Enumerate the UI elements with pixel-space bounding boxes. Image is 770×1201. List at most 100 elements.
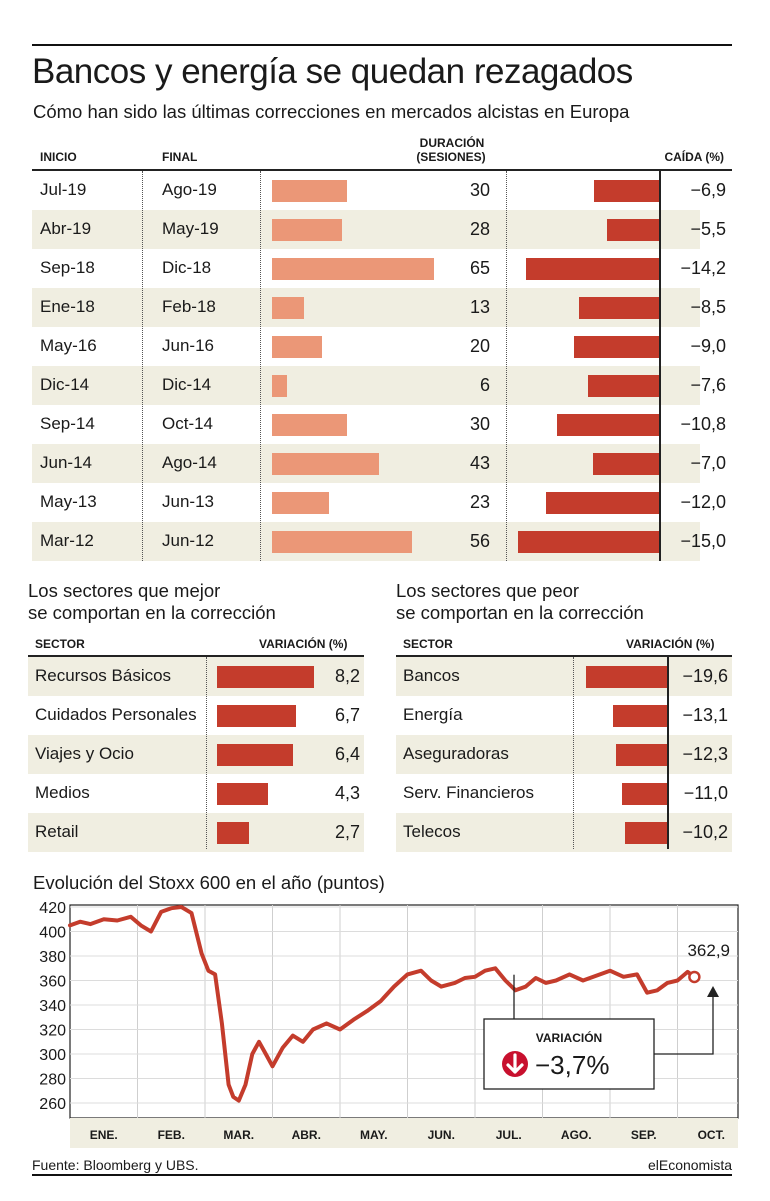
cell-start: May-13 xyxy=(40,492,97,511)
sector-value: −13,1 xyxy=(682,705,728,725)
row-band xyxy=(32,210,700,249)
best-header-rule xyxy=(28,655,364,657)
duration-bar xyxy=(272,531,412,553)
fall-value: −10,8 xyxy=(680,414,726,434)
header-start: INICIO xyxy=(40,150,77,164)
sector-value: −19,6 xyxy=(682,666,728,686)
sector-bar xyxy=(616,744,667,766)
x-tick-label: AGO. xyxy=(561,1128,592,1142)
cell-start: Sep-18 xyxy=(40,258,95,277)
bottom-rule xyxy=(32,1174,732,1176)
worst-header-change: VARIACIÓN (%) xyxy=(626,637,715,651)
best-sectors-title-line1: Los sectores que mejor xyxy=(28,580,221,601)
x-tick-label: ENE. xyxy=(90,1128,118,1142)
worst-sectors-title-line2: se comportan en la corrección xyxy=(396,602,644,623)
footer-brand: elEconomista xyxy=(647,1157,732,1173)
sector-name: Medios xyxy=(35,783,90,802)
row-band xyxy=(396,735,732,774)
y-tick-label: 400 xyxy=(39,925,66,942)
cell-end: Oct-14 xyxy=(162,414,214,433)
sector-value: −10,2 xyxy=(682,822,728,842)
y-tick-label: 320 xyxy=(39,1023,66,1040)
cell-start: Jun-14 xyxy=(40,453,92,472)
duration-bar xyxy=(272,375,287,397)
cell-start: Dic-14 xyxy=(40,375,90,394)
fall-bar xyxy=(594,180,659,202)
sector-name: Retail xyxy=(35,822,79,841)
sector-name: Viajes y Ocio xyxy=(35,744,134,763)
y-tick-label: 300 xyxy=(39,1047,66,1064)
duration-value: 23 xyxy=(469,492,490,512)
y-tick-label: 340 xyxy=(39,998,66,1015)
best-sectors-title-line2: se comportan en la corrección xyxy=(28,602,276,623)
y-tick-label: 260 xyxy=(39,1096,66,1113)
sector-value: 6,7 xyxy=(334,705,360,725)
duration-value: 28 xyxy=(469,219,490,239)
cell-start: Abr-19 xyxy=(40,219,92,238)
last-value-label: 362,9 xyxy=(687,941,730,960)
last-value-marker xyxy=(688,970,701,984)
fall-value: −8,5 xyxy=(690,297,726,317)
sector-name: Telecos xyxy=(403,822,461,841)
fall-bar xyxy=(579,297,659,319)
sector-bar xyxy=(217,744,293,766)
cell-end: Ago-14 xyxy=(162,453,217,472)
fall-value: −5,5 xyxy=(690,219,726,239)
cell-end: Jun-13 xyxy=(162,492,214,511)
series-line-stoxx600 xyxy=(68,905,697,1103)
chart-title: Evolución del Stoxx 600 en el año (punto… xyxy=(33,872,385,893)
cell-start: Sep-14 xyxy=(40,414,95,433)
cell-end: Dic-18 xyxy=(162,258,212,277)
variation-label: VARIACIÓN xyxy=(536,1030,602,1045)
y-tick-label: 280 xyxy=(39,1072,66,1089)
duration-value: 30 xyxy=(469,180,490,200)
top-rule xyxy=(32,44,732,46)
sector-name: Cuidados Personales xyxy=(35,705,197,724)
footer-source: Fuente: Bloomberg y UBS. xyxy=(32,1157,199,1173)
worst-divider xyxy=(573,657,574,849)
header-rule xyxy=(32,169,732,171)
sector-value: −12,3 xyxy=(682,744,728,764)
sector-name: Recursos Básicos xyxy=(35,666,172,685)
x-tick-label: MAY. xyxy=(360,1128,388,1142)
duration-bar xyxy=(272,258,434,280)
cell-start: Ene-18 xyxy=(40,297,95,316)
fall-axis-line xyxy=(659,171,661,561)
divider-start-end xyxy=(142,171,143,561)
fall-value: −9,0 xyxy=(690,336,726,356)
best-header-change: VARIACIÓN (%) xyxy=(259,637,348,651)
sector-bar xyxy=(625,822,667,844)
down-arrow-icon xyxy=(502,1051,528,1077)
fall-bar xyxy=(546,492,659,514)
fall-value: −15,0 xyxy=(680,531,726,551)
cell-end: Dic-14 xyxy=(162,375,212,394)
sector-value: 4,3 xyxy=(334,783,360,803)
cell-end: Feb-18 xyxy=(162,297,216,316)
page-title: Bancos y energía se quedan rezagados xyxy=(32,52,633,91)
fall-value: −7,6 xyxy=(690,375,726,395)
duration-value: 43 xyxy=(469,453,490,473)
fall-bar xyxy=(518,531,659,553)
cell-end: Ago-19 xyxy=(162,180,217,199)
x-tick-label: SEP. xyxy=(631,1128,657,1142)
duration-value: 65 xyxy=(469,258,490,278)
worst-sectors-title-line1: Los sectores que peor xyxy=(396,580,580,601)
cell-end: Jun-16 xyxy=(162,336,214,355)
fall-value: −6,9 xyxy=(690,180,726,200)
duration-bar xyxy=(272,336,322,358)
duration-bar xyxy=(272,453,379,475)
best-header-sector: SECTOR xyxy=(35,637,85,651)
duration-value: 30 xyxy=(469,414,490,434)
sector-value: −11,0 xyxy=(683,783,728,803)
x-tick-label: OCT. xyxy=(698,1128,725,1142)
sector-name: Aseguradoras xyxy=(403,744,509,763)
fall-value: −7,0 xyxy=(690,453,726,473)
x-tick-label: JUN. xyxy=(428,1128,455,1142)
header-duration-line2: (SESIONES) xyxy=(416,150,486,164)
x-tick-label: FEB. xyxy=(158,1128,185,1142)
sector-bar xyxy=(217,783,268,805)
row-band xyxy=(396,813,732,852)
sector-name: Bancos xyxy=(403,666,460,685)
x-tick-label: JUL. xyxy=(496,1128,522,1142)
sector-name: Energía xyxy=(403,705,463,724)
